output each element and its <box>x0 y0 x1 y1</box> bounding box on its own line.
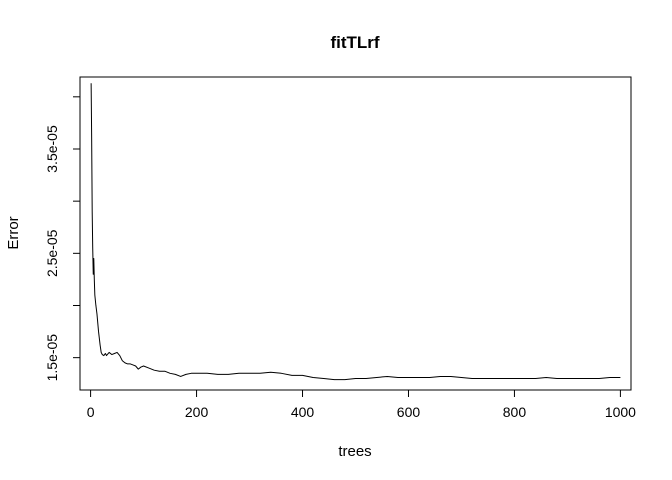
x-tick-label: 0 <box>87 404 95 420</box>
x-tick-label: 800 <box>503 404 527 420</box>
error-series-line <box>90 83 621 381</box>
x-tick-label: 600 <box>397 404 421 420</box>
x-axis: 0 200 400 600 800 1000 <box>87 389 636 420</box>
chart-title: fitTLrf <box>330 33 379 52</box>
x-tick-label: 400 <box>291 404 315 420</box>
y-axis: 1.5e-05 2.5e-05 3.5e-05 <box>44 96 81 382</box>
y-tick-label: 2.5e-05 <box>44 229 60 277</box>
y-tick-label: 3.5e-05 <box>44 125 60 173</box>
plot-box <box>79 76 632 391</box>
x-axis-label: trees <box>338 443 371 460</box>
x-tick-label: 200 <box>185 404 209 420</box>
y-tick-label: 1.5e-05 <box>44 334 60 382</box>
y-axis-label: Error <box>5 216 22 249</box>
series-layer <box>90 83 621 381</box>
x-tick-label: 1000 <box>605 404 636 420</box>
